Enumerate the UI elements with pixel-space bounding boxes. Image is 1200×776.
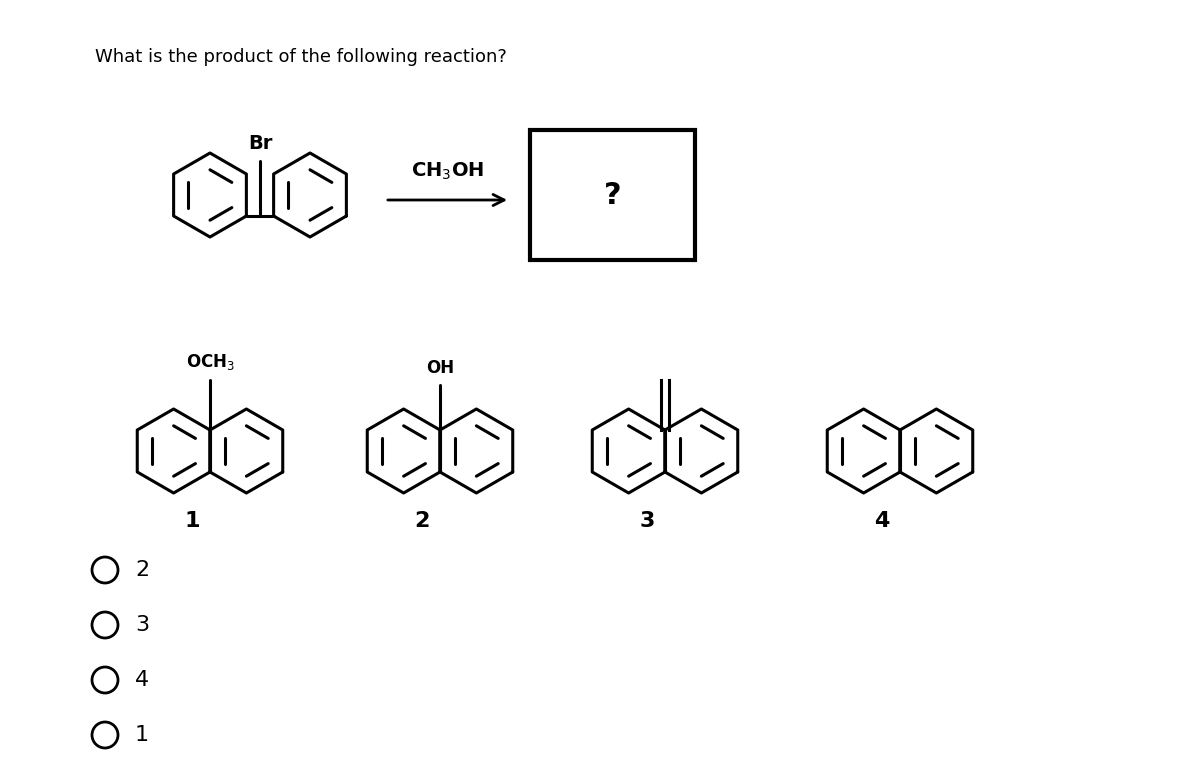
Text: 4: 4 <box>874 511 889 531</box>
Text: 3: 3 <box>640 511 654 531</box>
Text: ?: ? <box>604 181 622 210</box>
Text: 1: 1 <box>184 511 199 531</box>
Text: 4: 4 <box>134 670 149 690</box>
Text: What is the product of the following reaction?: What is the product of the following rea… <box>95 48 506 66</box>
Text: CH$_3$OH: CH$_3$OH <box>410 161 484 182</box>
Text: 2: 2 <box>414 511 430 531</box>
Text: OH: OH <box>426 359 454 377</box>
Text: 3: 3 <box>134 615 149 635</box>
Text: 1: 1 <box>134 725 149 745</box>
Bar <box>530 130 695 260</box>
Text: OCH$_3$: OCH$_3$ <box>186 352 234 372</box>
Text: 2: 2 <box>134 560 149 580</box>
Text: Br: Br <box>248 134 272 153</box>
